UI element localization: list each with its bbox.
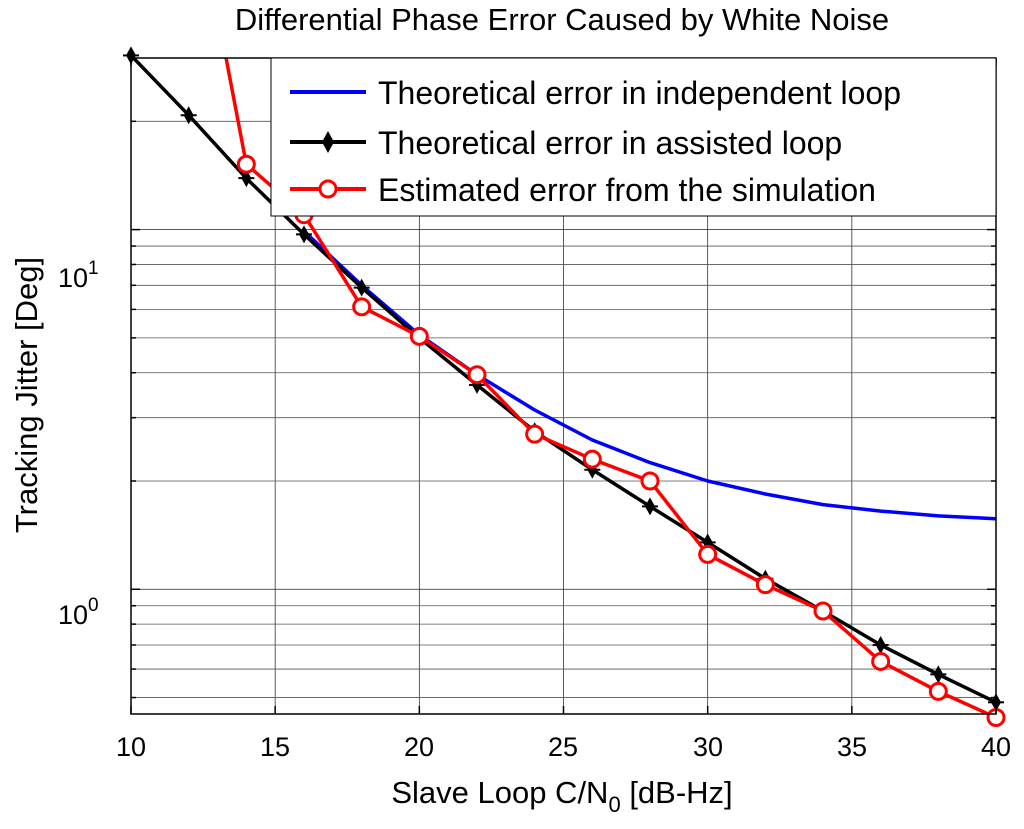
data-point-simulation [928,681,948,701]
chart-title: Differential Phase Error Caused by White… [235,2,889,37]
x-tick-label: 30 [693,732,723,762]
data-point-simulation [409,326,429,346]
legend-marker-simulation [318,179,338,199]
x-tick-label: 15 [260,732,290,762]
x-axis-label-main: Slave Loop C/N [391,775,608,810]
legend-label-simulation: Estimated error from the simulation [378,172,876,208]
legend-marker-assisted [322,131,334,153]
x-axis-label-tail: [dB-Hz] [621,775,733,810]
legend-box [270,57,997,217]
data-point-simulation [755,575,775,595]
x-tick-label: 20 [404,732,434,762]
y-tick-labels: 101 100 [58,258,99,630]
data-point-simulation [467,365,487,385]
y-axis-label: Tracking Jitter [Deg] [9,257,44,533]
x-tick-label: 35 [837,732,867,762]
legend: Theoretical error in independent loop Th… [270,57,997,217]
x-tick-label: 10 [116,732,146,762]
y-tick-base: 10 [58,600,88,630]
data-point-simulation [698,544,718,564]
x-axis-label-sub: 0 [608,792,620,817]
legend-label-independent: Theoretical error in independent loop [378,75,901,111]
data-point-simulation [640,471,660,491]
data-point-simulation [352,297,372,317]
y-tick-base: 10 [58,263,88,293]
y-tick-label-10: 101 [58,258,99,293]
x-tick-label: 25 [548,732,578,762]
data-point-simulation [525,424,545,444]
data-point-simulation [582,449,602,469]
data-point-simulation [236,154,256,174]
data-point-simulation [813,601,833,621]
legend-label-assisted: Theoretical error in assisted loop [378,125,842,161]
x-axis-label: Slave Loop C/N0 [dB-Hz] [391,775,732,817]
y-tick-exp: 1 [88,258,99,279]
x-tick-labels: 10 15 20 25 30 35 40 [116,732,1011,762]
data-point-simulation [871,651,891,671]
y-tick-label-1: 100 [58,595,99,630]
x-tick-label: 40 [981,732,1011,762]
y-tick-exp: 0 [88,595,99,616]
